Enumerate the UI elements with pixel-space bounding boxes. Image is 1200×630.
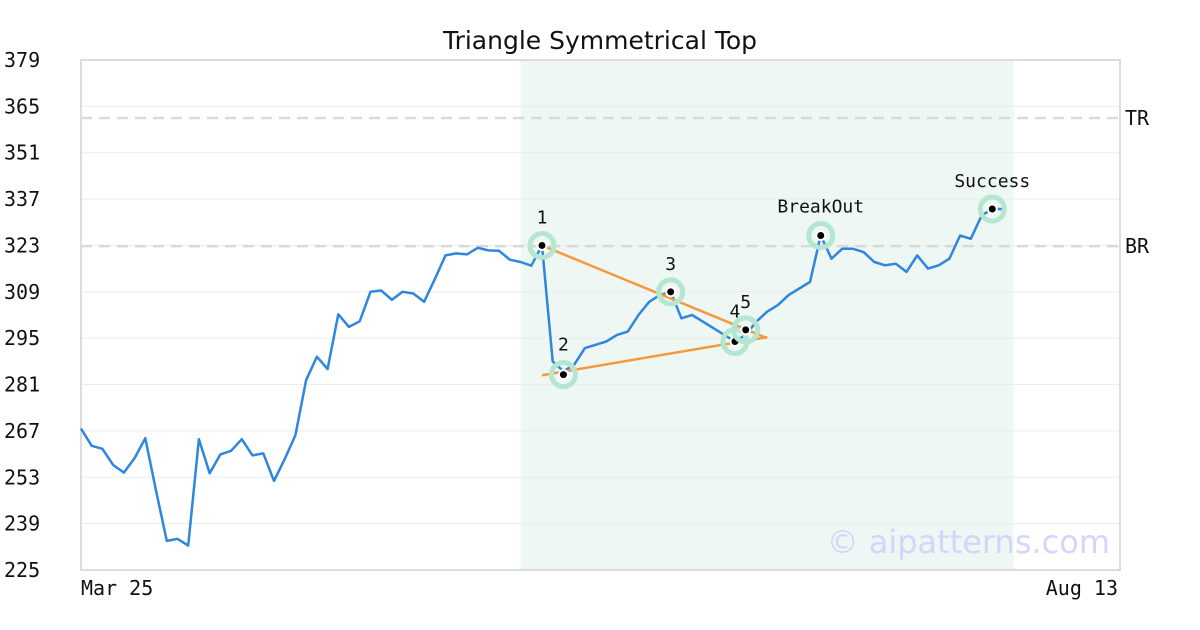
point-label-3: 3 bbox=[665, 254, 676, 275]
x-tick-label-end: Aug 13 bbox=[1046, 576, 1118, 600]
level-label-tr: TR bbox=[1125, 106, 1150, 130]
pattern-region bbox=[520, 60, 1014, 570]
point-label-breakout: BreakOut bbox=[777, 197, 864, 218]
y-tick-label: 281 bbox=[4, 373, 40, 397]
levels: TR BR bbox=[81, 106, 1150, 258]
point-halo-5 bbox=[731, 315, 761, 345]
y-tick-label: 365 bbox=[4, 94, 40, 118]
y-tick-label: 351 bbox=[4, 141, 40, 165]
plot-frame bbox=[80, 59, 1121, 571]
lower-trend-line bbox=[541, 335, 768, 377]
point-halo-success bbox=[977, 194, 1007, 224]
point-dot-2 bbox=[559, 371, 567, 379]
upper-trend-line bbox=[541, 244, 768, 340]
y-tick-label: 239 bbox=[4, 512, 40, 536]
grid bbox=[81, 60, 1120, 570]
y-tick-label: 309 bbox=[4, 280, 40, 304]
y-tick-label: 225 bbox=[4, 558, 40, 582]
point-label-5: 5 bbox=[740, 292, 751, 313]
y-tick-label: 253 bbox=[4, 465, 40, 489]
point-dot-breakout bbox=[817, 232, 825, 240]
watermark: © aipatterns.com bbox=[827, 523, 1110, 561]
point-dot-3 bbox=[667, 288, 675, 296]
point-label-success: Success bbox=[954, 171, 1030, 192]
point-label-4: 4 bbox=[730, 301, 741, 322]
y-axis: 225 239 253 267 281 295 309 323 337 351 365 379 bbox=[4, 48, 40, 582]
point-halo-1 bbox=[527, 230, 557, 260]
chart-title: Triangle Symmetrical Top bbox=[442, 26, 757, 55]
point-halo-3 bbox=[656, 277, 686, 307]
x-axis: Mar 25 Aug 13 bbox=[81, 576, 1118, 600]
point-halo-2 bbox=[548, 360, 578, 390]
point-dot-5 bbox=[742, 326, 750, 334]
point-halo-breakout bbox=[806, 221, 836, 251]
y-tick-label: 323 bbox=[4, 233, 40, 257]
y-tick-label: 379 bbox=[4, 48, 40, 72]
y-tick-label: 267 bbox=[4, 419, 40, 443]
point-label-2: 2 bbox=[558, 335, 569, 356]
point-dot-success bbox=[988, 205, 996, 213]
point-label-1: 1 bbox=[537, 207, 548, 228]
y-tick-label: 295 bbox=[4, 326, 40, 350]
pattern: 1 2 3 4 5 BreakOut Success bbox=[527, 171, 1030, 390]
level-label-br: BR bbox=[1125, 234, 1150, 258]
y-tick-label: 337 bbox=[4, 187, 40, 211]
point-dot-1 bbox=[538, 241, 546, 249]
x-tick-label-start: Mar 25 bbox=[81, 576, 153, 600]
